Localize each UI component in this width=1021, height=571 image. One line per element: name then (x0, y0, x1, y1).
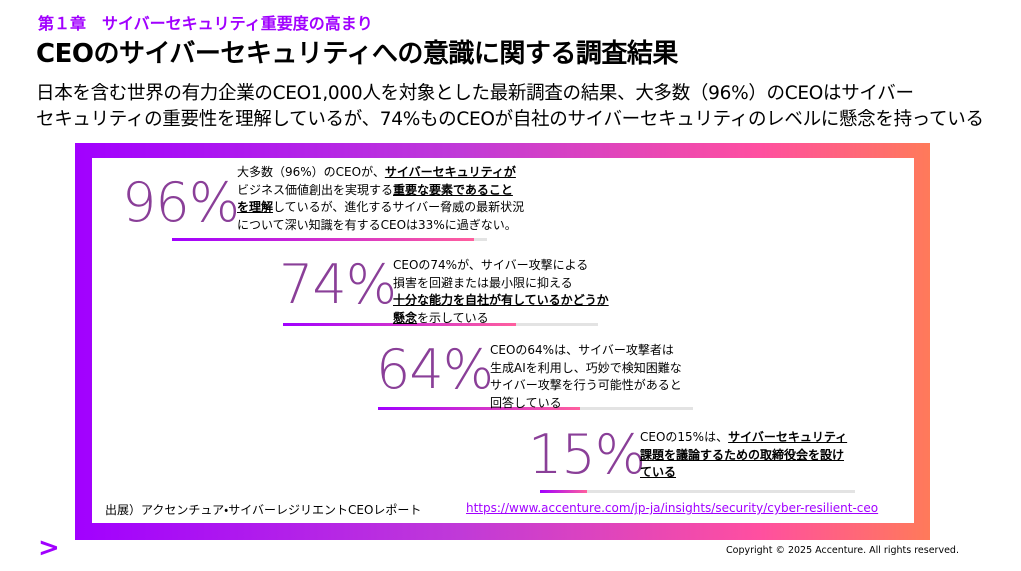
stat-number: 64% (376, 338, 494, 401)
text-run: 回答している (490, 395, 562, 410)
text-run: サイバー攻撃を行う可能性があると (490, 378, 682, 392)
subtitle-line: セキュリティの重要性を理解しているが、74%ものCEOが自社のサイバーセキュリテ… (36, 109, 984, 130)
source-link[interactable]: https://www.accenture.com/jp-ja/insights… (466, 501, 879, 515)
emphasis: サイバーセキュリティ (728, 430, 848, 444)
description-line: について深い知識を有するCEOは33%に過ぎない。 (237, 217, 524, 235)
copyright: Copyright © 2025 Accenture. All rights r… (726, 545, 959, 556)
emphasis: 懸念 (393, 310, 418, 325)
description-line: 回答している (490, 395, 682, 413)
description-line: ている (640, 464, 847, 482)
description-line: 大多数（96%）のCEOが、サイバーセキュリティが (237, 164, 524, 182)
description-line: CEOの64%は、サイバー攻撃者は (490, 342, 682, 360)
text-run: 大多数（96%）のCEOが、 (237, 165, 385, 179)
emphasis: サイバーセキュリティが (384, 165, 516, 179)
text-run: しているが、進化するサイバー脅威の最新状況 (273, 200, 525, 214)
description-line: 懸念を示している (393, 310, 609, 328)
stat-number: 15% (528, 423, 646, 486)
stat-description: CEOの15%は、サイバーセキュリティ 課題を議論するための取締役会を設け ている (640, 429, 847, 482)
content-panel (92, 158, 914, 523)
chapter-heading: 第１章 サイバーセキュリティ重要度の高まり (38, 14, 373, 33)
description-line: サイバー攻撃を行う可能性があると (490, 377, 682, 395)
description-line: 十分な能力を自社が有しているかどうか (393, 292, 609, 310)
stat-description: 大多数（96%）のCEOが、サイバーセキュリティが ビジネス価値創出を実現する重要… (237, 164, 524, 234)
bar-track (283, 323, 598, 326)
text-run: 損害を回避または最小限に抑える (393, 275, 573, 290)
source-label: 出展）アクセンチュア・サイバーレジリエントCEOレポート (105, 503, 422, 517)
description-line: を理解しているが、進化するサイバー脅威の最新状況 (237, 199, 524, 217)
stat-number: 96% (122, 171, 240, 234)
emphasis: 課題を議論するための取締役会を設け (640, 447, 845, 462)
bar-fill (378, 407, 580, 410)
description-line: 損害を回避または最小限に抑える (393, 275, 609, 293)
text-run: CEOの74%が、サイバー攻撃による (393, 258, 589, 272)
stat-number: 74% (279, 253, 397, 316)
bar-fill (540, 490, 588, 493)
text-run: について深い知識を有するCEOは33%に過ぎない。 (237, 217, 517, 232)
emphasis: 重要な要素であること (393, 182, 513, 197)
slide-title: CEOのサイバーセキュリティへの意識に関する調査結果 (36, 39, 678, 69)
bar-track (378, 407, 693, 410)
description-line: ビジネス価値創出を実現する重要な要素であること (237, 182, 524, 200)
bar-fill (283, 323, 517, 326)
description-line: 課題を議論するための取締役会を設け (640, 447, 847, 465)
emphasis: 十分な能力を自社が有しているかどうか (393, 293, 609, 307)
text-run: CEOの15%は、 (640, 430, 729, 444)
emphasis: ている (640, 465, 677, 479)
logo: > (38, 533, 60, 563)
emphasis: を理解 (237, 200, 274, 214)
text-run: を示している (417, 310, 489, 325)
text-run: CEOの64%は、サイバー攻撃者は (490, 343, 674, 357)
subtitle-line: 日本を含む世界の有力企業のCEO1,000人を対象とした最新調査の結果、大多数（… (36, 83, 914, 104)
description-line: 生成AIを利用し、巧妙で検知困難な (490, 360, 682, 378)
bar-track (172, 238, 487, 241)
stat-description: CEOの64%は、サイバー攻撃者は 生成AIを利用し、巧妙で検知困難な サイバー攻撃… (490, 342, 682, 412)
stat-description: CEOの74%が、サイバー攻撃による 損害を回避または最小限に抑える十分な能力を自… (393, 257, 609, 327)
text-run: 生成AIを利用し、巧妙で検知困難な (490, 360, 682, 375)
description-line: CEOの74%が、サイバー攻撃による (393, 257, 609, 275)
bar-track (540, 490, 855, 493)
text-run: ビジネス価値創出を実現する (237, 182, 394, 197)
description-line: CEOの15%は、サイバーセキュリティ (640, 429, 847, 447)
bar-fill (172, 238, 475, 241)
